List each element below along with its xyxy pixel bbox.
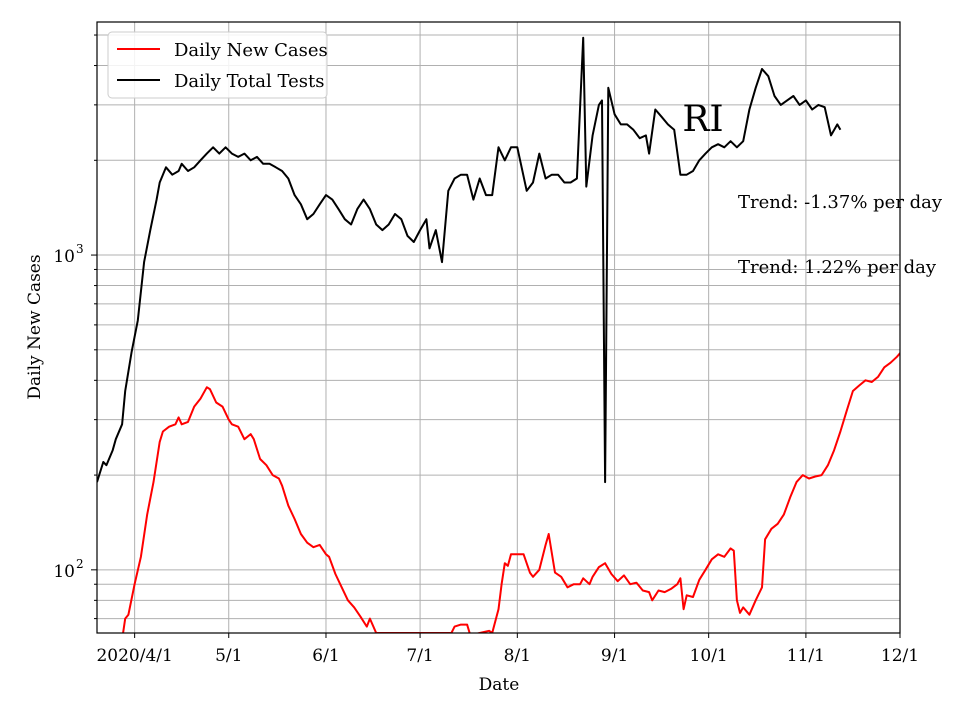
x-tick-label: 5/1 xyxy=(215,646,242,666)
y-axis-label: Daily New Cases xyxy=(25,254,45,399)
series-layer xyxy=(97,36,900,633)
x-tick-label: 12/1 xyxy=(881,646,919,666)
x-tick-label: 8/1 xyxy=(504,646,531,666)
y-tick-label: 10 xyxy=(53,247,75,267)
x-tick-label: 9/1 xyxy=(601,646,628,666)
x-tick-label: 6/1 xyxy=(312,646,339,666)
x-tick-label: 11/1 xyxy=(787,646,825,666)
legend-label-cases: Daily New Cases xyxy=(174,40,328,61)
grid xyxy=(97,22,901,633)
legend-label-tests: Daily Total Tests xyxy=(174,71,324,92)
x-axis-label: Date xyxy=(479,675,520,695)
plot-frame xyxy=(96,21,901,634)
y-tick-exponent: 3 xyxy=(76,242,84,256)
axis-ticks: 2020/4/1 5/1 6/1 7/1 8/1 9/1 10/1 11/1 12/110 210… xyxy=(53,34,919,666)
series-line-daily-new-cases xyxy=(122,351,900,633)
x-tick-label: 2020/4/1 xyxy=(96,646,172,666)
trend-annotation-2: Trend: 1.22% per day xyxy=(738,257,937,278)
x-tick-label: 10/1 xyxy=(690,646,728,666)
legend-box xyxy=(107,31,328,99)
trend-annotation-1: Trend: -1.37% per day xyxy=(738,192,943,213)
x-tick-label: 7/1 xyxy=(406,646,433,666)
y-tick-label: 10 xyxy=(53,562,75,582)
series-line-daily-total-tests xyxy=(97,36,842,484)
y-tick-exponent: 2 xyxy=(76,557,84,571)
legend: Daily New Cases Daily Total Tests xyxy=(107,31,328,99)
chart-title: RI xyxy=(682,99,723,140)
